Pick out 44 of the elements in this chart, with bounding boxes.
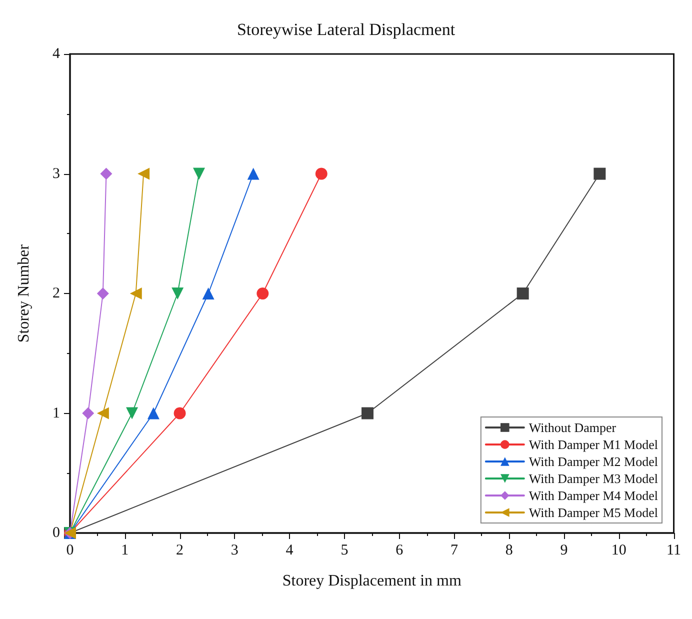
x-tick-label: 4 <box>286 542 294 558</box>
point <box>192 168 205 180</box>
legend-label: With Damper M4 Model <box>528 488 658 503</box>
x-tick-label: 3 <box>230 542 238 558</box>
point <box>202 288 214 300</box>
y-tick-label: 1 <box>52 405 60 422</box>
legend-label: Without Damper <box>528 420 617 435</box>
point <box>100 168 112 180</box>
chart-title: Storeywise Lateral Displacment <box>236 20 456 39</box>
point <box>147 407 160 420</box>
x-tick-label: 8 <box>505 542 513 558</box>
y-tick-label: 4 <box>52 46 60 62</box>
x-tick-label: 9 <box>560 542 568 558</box>
point <box>82 407 94 420</box>
x-axis-title: Storey Displacement in mm <box>282 572 462 590</box>
x-tick-label: 10 <box>611 542 626 558</box>
x-tick-label: 7 <box>450 542 458 558</box>
legend-label: With Damper M1 Model <box>528 437 658 452</box>
y-axis-title: Storey Number <box>16 244 32 343</box>
point <box>362 407 374 420</box>
point <box>138 168 150 180</box>
point <box>126 407 138 420</box>
legend-label: With Damper M3 Model <box>528 471 658 486</box>
point <box>256 288 269 300</box>
y-tick-label: 2 <box>52 286 60 302</box>
point <box>96 288 109 300</box>
point <box>315 168 328 180</box>
x-tick-label: 2 <box>176 542 184 558</box>
point <box>174 407 186 420</box>
point <box>172 288 184 300</box>
x-tick-label: 1 <box>121 542 129 558</box>
legend-label: With Damper M5 Model <box>528 505 658 520</box>
x-tick-label: 6 <box>396 542 404 558</box>
y-tick-label: 3 <box>52 166 60 182</box>
x-tick-label: 5 <box>340 542 348 558</box>
x-tick-label: 11 <box>666 542 682 558</box>
point <box>96 407 109 420</box>
point <box>594 168 606 180</box>
point <box>130 288 142 300</box>
point <box>516 288 529 300</box>
legend-label: With Damper M2 Model <box>528 454 658 469</box>
x-tick-label: 0 <box>66 542 74 558</box>
point <box>247 168 260 180</box>
y-tick-label: 0 <box>52 525 60 541</box>
